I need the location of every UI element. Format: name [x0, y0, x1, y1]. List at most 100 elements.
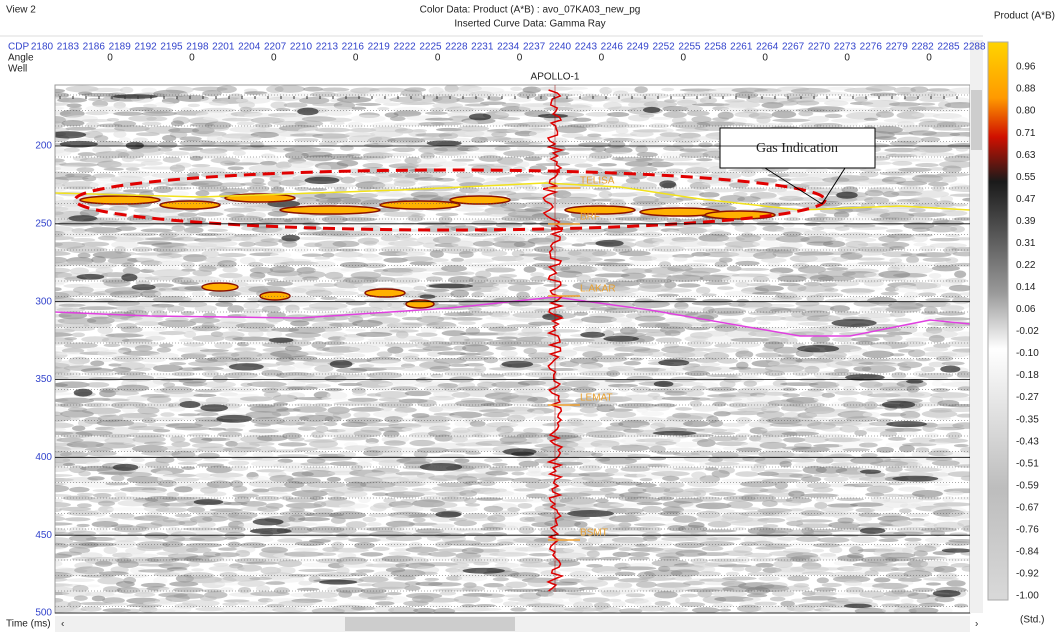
amplitude-blob [630, 358, 643, 361]
amplitude-blob [859, 443, 878, 448]
amplitude-blob [266, 315, 284, 323]
amplitude-blob [431, 122, 464, 126]
amplitude-blob [637, 152, 658, 157]
amplitude-blob [188, 562, 200, 567]
colorbar-tick-label: 0.96 [1016, 62, 1036, 73]
amplitude-blob [907, 385, 920, 392]
amplitude-blob [658, 496, 674, 500]
amplitude-blob [764, 370, 784, 376]
amplitude-blob [732, 567, 744, 572]
dark-event [132, 284, 156, 290]
amplitude-blob [898, 578, 922, 582]
amplitude-blob [398, 366, 428, 372]
amplitude-blob [692, 607, 720, 613]
amplitude-blob [685, 167, 709, 174]
amplitude-blob [607, 112, 629, 117]
horizon-label: TELISA [580, 176, 615, 187]
amplitude-blob [455, 208, 485, 212]
amplitude-blob [66, 417, 80, 420]
amplitude-blob [755, 285, 784, 291]
amplitude-blob [86, 462, 102, 467]
amplitude-blob [234, 292, 259, 296]
amplitude-blob [182, 600, 220, 607]
amplitude-blob [405, 390, 432, 396]
amplitude-blob [290, 320, 309, 326]
amplitude-blob [496, 542, 513, 546]
amplitude-blob [99, 594, 138, 597]
amplitude-blob [233, 486, 248, 492]
colorbar-tick-label: -0.59 [1016, 480, 1039, 491]
cdp-label: 2183 [57, 42, 80, 53]
amplitude-blob [935, 597, 955, 603]
amplitude-blob [202, 516, 228, 522]
amplitude-blob [351, 606, 375, 610]
amplitude-blob [889, 246, 905, 250]
amplitude-blob [348, 538, 381, 543]
scroll-right[interactable]: › [975, 619, 978, 630]
amplitude-blob [673, 257, 687, 262]
amplitude-blob [188, 361, 228, 367]
amplitude-blob [929, 273, 941, 279]
amplitude-blob [782, 393, 800, 397]
amplitude-blob [683, 581, 705, 585]
colorbar-tick-label: 0.63 [1016, 150, 1036, 161]
amplitude-blob [950, 532, 968, 536]
angle-label: Angle [8, 53, 34, 64]
amplitude-blob [917, 497, 940, 501]
amplitude-blob [82, 176, 96, 182]
amplitude-blob [630, 166, 657, 172]
scroll-left[interactable]: ‹ [61, 619, 64, 630]
amplitude-blob [675, 442, 699, 448]
amplitude-blob [635, 145, 647, 153]
amplitude-blob [715, 261, 728, 267]
amplitude-blob [424, 171, 446, 178]
amplitude-blob [910, 235, 928, 243]
amplitude-blob [572, 243, 586, 246]
amplitude-blob [661, 288, 692, 293]
amplitude-blob [400, 102, 435, 105]
amplitude-blob [69, 487, 89, 493]
amplitude-blob [729, 182, 749, 188]
amplitude-blob [240, 135, 261, 141]
amplitude-blob [487, 515, 505, 523]
amplitude-blob [524, 186, 538, 191]
amplitude-blob [935, 317, 972, 321]
amplitude-blob [877, 359, 916, 362]
amplitude-blob [283, 468, 303, 472]
colorbar-tick-label: -0.67 [1016, 502, 1039, 513]
amplitude-blob [606, 370, 620, 376]
amplitude-blob [747, 594, 767, 598]
amplitude-blob [912, 490, 943, 497]
amplitude-blob [893, 532, 924, 535]
amplitude-blob [87, 476, 104, 480]
amplitude-blob [117, 385, 149, 392]
amplitude-blob [947, 432, 962, 439]
amplitude-blob [526, 540, 546, 547]
amplitude-blob [334, 252, 363, 258]
amplitude-blob [814, 213, 827, 217]
amplitude-blob [269, 97, 301, 102]
amplitude-blob [64, 337, 77, 340]
scroll-thumb[interactable] [345, 617, 515, 631]
amplitude-blob [696, 503, 732, 510]
amplitude-blob [939, 210, 967, 216]
amplitude-blob [648, 463, 670, 467]
amplitude-blob [515, 256, 537, 263]
amplitude-blob [218, 260, 237, 268]
colorbar-tick-label: 0.14 [1016, 282, 1036, 293]
amplitude-blob [191, 568, 204, 571]
amplitude-blob [638, 577, 676, 581]
dark-event [121, 274, 137, 282]
scroll-thumb[interactable] [971, 90, 982, 150]
dark-event [942, 548, 972, 552]
amplitude-blob [59, 304, 86, 307]
amplitude-blob [623, 361, 641, 365]
horizon-label: LEMAT [580, 393, 613, 404]
cdp-label: 2213 [316, 42, 339, 53]
amplitude-blob [240, 182, 266, 186]
amplitude-blob [399, 237, 417, 241]
amplitude-blob [164, 151, 189, 156]
horizon-label: BSMT [580, 528, 608, 539]
amplitude-blob [699, 192, 720, 198]
amplitude-blob [562, 87, 588, 90]
